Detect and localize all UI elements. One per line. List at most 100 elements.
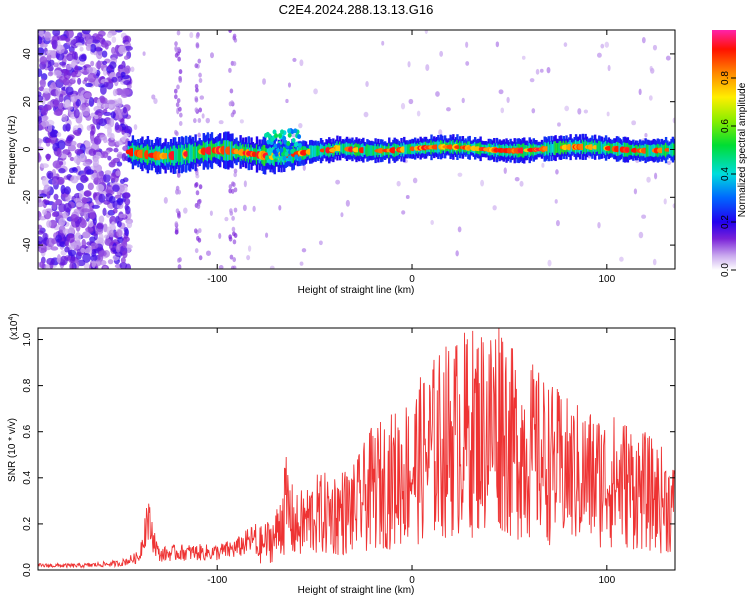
heatmap-cell — [641, 214, 647, 219]
heatmap-cell — [233, 207, 238, 213]
heatmap-cell — [294, 141, 299, 147]
heatmap-cell — [120, 71, 126, 78]
heatmap-cell — [118, 45, 127, 55]
heatmap-cell — [224, 216, 229, 222]
heatmap-cell — [82, 161, 91, 167]
heatmap-cell — [190, 145, 193, 162]
heatmap-cell — [87, 220, 94, 228]
heatmap-cell — [314, 145, 317, 158]
heatmap-cell — [144, 149, 150, 160]
heatmap-cell — [103, 136, 108, 144]
heatmap-cell — [455, 250, 459, 257]
heatmap-cell — [546, 66, 551, 74]
heatmap-cell — [65, 64, 72, 71]
colorbar-tick-label: 0.0 — [720, 263, 731, 277]
heatmap-cell — [564, 105, 570, 112]
heatmap-cell — [119, 261, 128, 269]
heatmap-cell — [604, 41, 610, 48]
heatmap-cell — [67, 249, 77, 257]
heatmap-cell — [596, 143, 600, 152]
heatmap-cell — [461, 97, 465, 104]
heatmap-cell — [430, 219, 434, 225]
heatmap-cell — [41, 177, 50, 187]
heatmap-cell — [597, 221, 601, 229]
heatmap-cell — [232, 35, 237, 41]
heatmap-cell — [175, 102, 180, 108]
heatmap-cell — [401, 210, 406, 215]
heatmap-cell — [230, 100, 234, 106]
heatmap-cell — [59, 61, 67, 66]
heatmap-cell — [120, 257, 126, 264]
heatmap-cell — [39, 78, 46, 88]
heatmap-cell — [176, 98, 181, 104]
heatmap-cell — [76, 202, 83, 208]
heatmap-cell — [557, 143, 560, 153]
heatmap-cell — [73, 108, 80, 119]
heatmap-cell — [282, 147, 287, 153]
spectrogram-xlabel: Height of straight line (km) — [298, 285, 415, 296]
heatmap-cell — [38, 110, 41, 117]
heatmap-cell — [116, 197, 124, 206]
heatmap-cell — [102, 173, 111, 183]
heatmap-cell — [291, 133, 296, 138]
heatmap-cell — [38, 142, 42, 147]
heatmap-cell — [56, 52, 65, 61]
heatmap-cell — [531, 108, 536, 114]
heatmap-cell — [102, 207, 107, 217]
heatmap-cell — [281, 151, 286, 157]
heatmap-cell — [285, 98, 289, 104]
spectrogram-panel: -100 0 100 -40 -20 0 20 40 Height of straight l… — [7, 29, 676, 296]
heatmap-cell — [282, 135, 287, 141]
heatmap-cell — [323, 145, 327, 155]
heatmap-cell — [95, 61, 102, 69]
heatmap-cell — [85, 34, 94, 45]
heatmap-cell — [95, 151, 102, 159]
heatmap-cell — [267, 151, 272, 157]
heatmap-cell — [335, 179, 341, 185]
snr-line — [38, 328, 675, 570]
heatmap-cell — [108, 229, 114, 238]
heatmap-cell — [80, 247, 86, 254]
heatmap-cell — [66, 135, 74, 142]
heatmap-cell — [70, 175, 79, 184]
colorbar-gradient — [712, 30, 736, 270]
heatmap-cell — [318, 146, 321, 156]
heatmap-cell — [57, 103, 64, 110]
heatmap-cell — [232, 61, 237, 67]
heatmap-cell — [370, 145, 373, 156]
heatmap-cell — [42, 88, 51, 94]
heatmap-cell — [91, 260, 96, 268]
heatmap-cell — [297, 134, 302, 140]
heatmap-cell — [59, 255, 68, 266]
heatmap-cell — [93, 177, 101, 185]
colorbar-tick-label: 0.8 — [720, 71, 731, 85]
heatmap-cell — [539, 68, 544, 73]
heatmap-cell — [46, 153, 51, 162]
heatmap-cell — [175, 229, 179, 235]
heatmap-cell — [188, 143, 192, 164]
heatmap-cell — [109, 61, 117, 69]
heatmap-cell — [363, 111, 369, 118]
heatmap-cell — [111, 76, 118, 83]
heatmap-cell — [373, 145, 376, 156]
heatmap-cell — [371, 145, 375, 156]
heatmap-cell — [126, 220, 133, 229]
heatmap-cell — [218, 120, 224, 125]
heatmap-cell — [194, 107, 199, 113]
heatmap-cell — [130, 66, 135, 73]
heatmap-cell — [638, 88, 642, 96]
heatmap-cell — [118, 64, 124, 70]
heatmap-cell — [83, 77, 89, 82]
heatmap-cell — [280, 129, 285, 135]
heatmap-cell — [116, 220, 122, 228]
heatmap-cell — [558, 141, 561, 155]
heatmap-cell — [73, 155, 82, 164]
heatmap-cell — [126, 84, 132, 89]
heatmap-cell — [563, 42, 568, 48]
heatmap-cell — [110, 221, 116, 230]
heatmap-cell — [649, 145, 653, 157]
heatmap-cell — [110, 159, 116, 165]
heatmap-cell — [233, 168, 238, 174]
heatmap-cell — [199, 95, 205, 100]
heatmap-cell — [75, 98, 81, 107]
